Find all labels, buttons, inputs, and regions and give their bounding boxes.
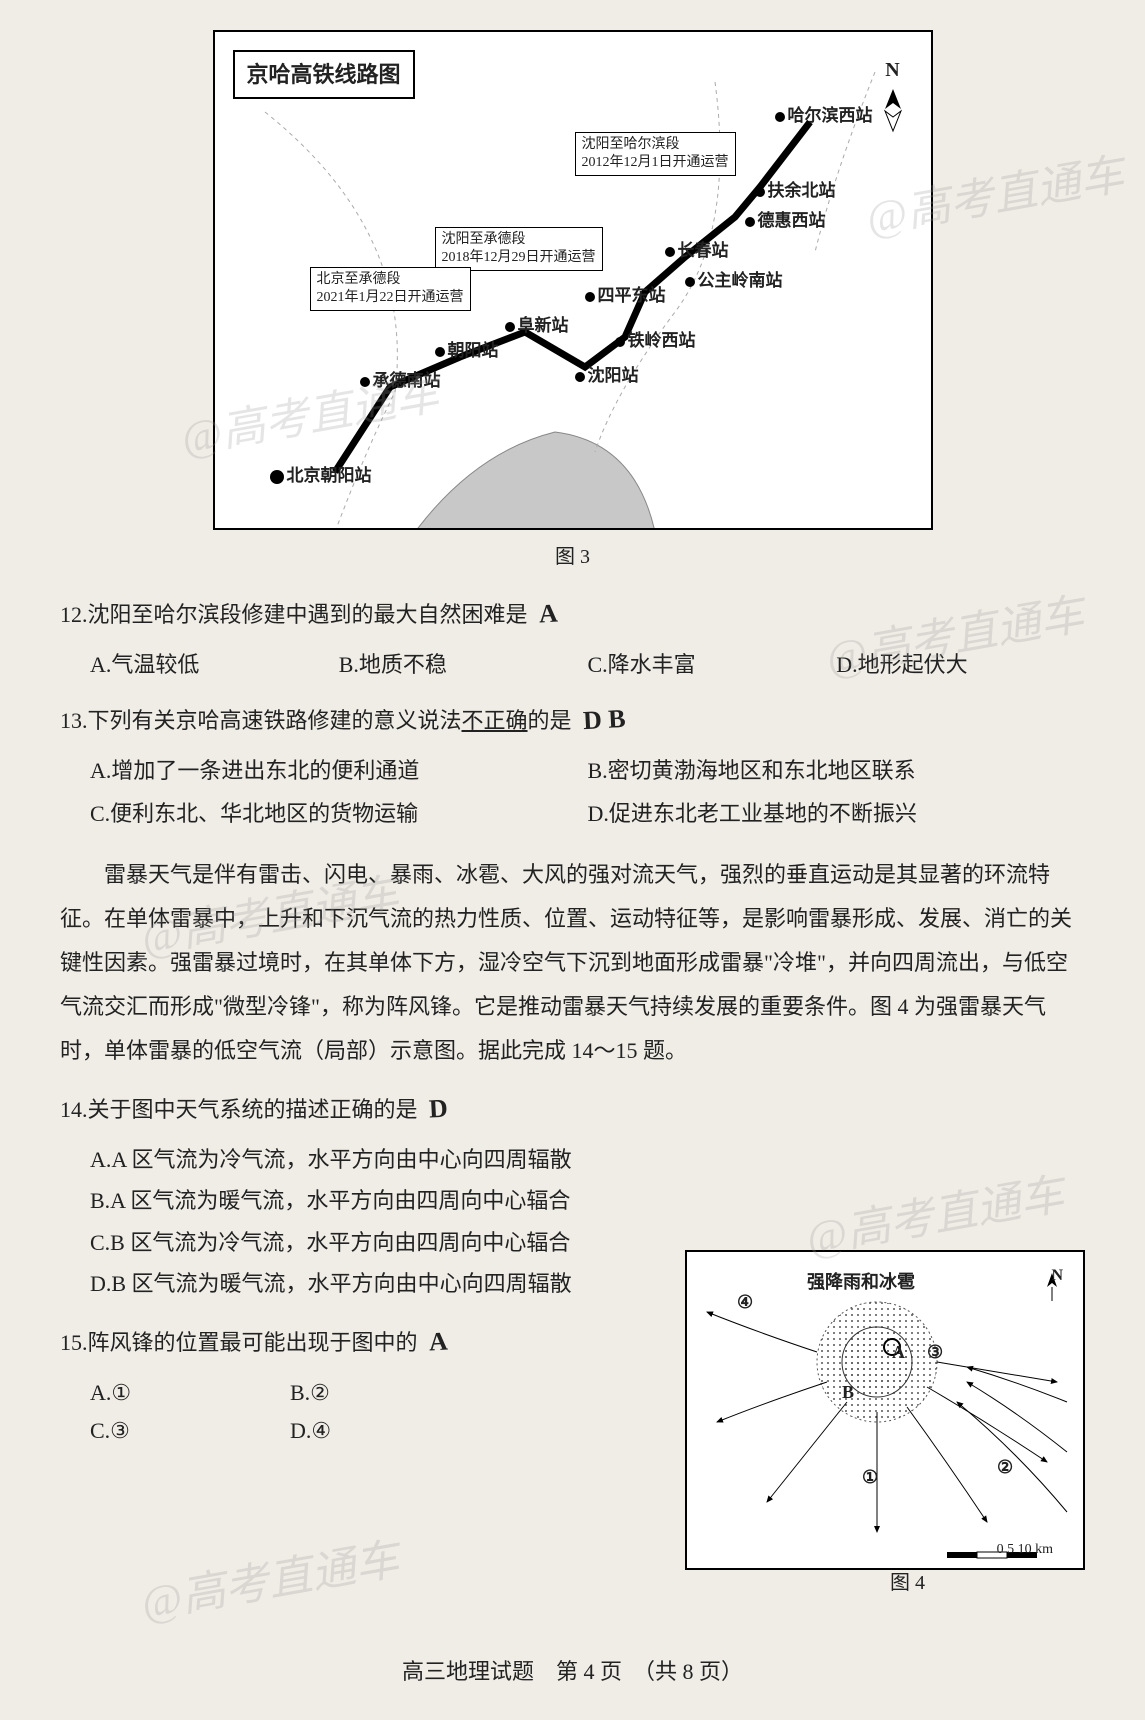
station: 阜新站 — [505, 312, 569, 341]
question-15: 15.阵风锋的位置最可能出现于图中的 A — [60, 1320, 660, 1364]
q14-answer: D — [428, 1086, 449, 1131]
station: 公主岭南站 — [685, 267, 783, 296]
station: 德惠西站 — [745, 207, 826, 236]
page-footer: 高三地理试题 第 4 页 （共 8 页） — [0, 1653, 1145, 1690]
opt-d: D.B 区气流为暖气流，水平方向由中心向四周辐散 — [90, 1265, 660, 1302]
fig3-label: 图 3 — [60, 540, 1085, 574]
opt-d: D.④ — [290, 1412, 490, 1449]
question-12: 12.沈阳至哈尔滨段修建中遇到的最大自然困难是 A — [60, 592, 1085, 636]
opt-b: B.A 区气流为暖气流，水平方向由四周向中心辐合 — [90, 1182, 660, 1219]
station: 哈尔滨西站 — [775, 102, 873, 131]
opt-a: A.气温较低 — [90, 646, 339, 683]
info-l1: 沈阳至承德段 — [442, 231, 596, 249]
label-B: B — [842, 1377, 854, 1408]
q15-text: 15.阵风锋的位置最可能出现于图中的 — [60, 1330, 418, 1355]
q12-text: 12.沈阳至哈尔滨段修建中遇到的最大自然困难是 — [60, 602, 528, 627]
opt-a: A.A 区气流为冷气流，水平方向由中心向四周辐散 — [90, 1141, 660, 1178]
station: 北京朝阳站 — [270, 462, 372, 491]
q12-options: A.气温较低 B.地质不稳 C.降水丰富 D.地形起伏大 — [90, 646, 1085, 683]
q14-options: A.A 区气流为冷气流，水平方向由中心向四周辐散 B.A 区气流为暖气流，水平方… — [90, 1141, 660, 1307]
q12-answer: A — [538, 592, 559, 637]
fig4-compass-n: N — [1051, 1262, 1063, 1289]
station: 长春站 — [665, 237, 729, 266]
info-l2: 2018年12月29日开通运营 — [442, 249, 596, 267]
info-l1: 北京至承德段 — [317, 271, 464, 289]
opt-d: D.地形起伏大 — [836, 646, 1085, 683]
label-A: A — [892, 1337, 905, 1368]
opt-c: C.便利东北、华北地区的货物运输 — [90, 795, 588, 832]
passage-thunderstorm: 雷暴天气是伴有雷击、闪电、暴雨、冰雹、大风的强对流天气，强烈的垂直运动是其显著的… — [60, 853, 1085, 1073]
question-13: 13.下列有关京哈高速铁路修建的意义说法不正确的是 D B — [60, 698, 1085, 742]
q13-pre: 13.下列有关京哈高速铁路修建的意义说法 — [60, 708, 462, 733]
station: 扶余北站 — [755, 177, 836, 206]
info-l1: 沈阳至哈尔滨段 — [582, 136, 729, 154]
map-figure: 京哈高铁线路图 N 沈阳至哈尔滨段 2012年12月1日开通运营 沈阳至承德段 … — [213, 30, 933, 530]
q14-text: 14.关于图中天气系统的描述正确的是 — [60, 1097, 418, 1122]
q15-answer: A — [428, 1320, 449, 1365]
info-box-3: 北京至承德段 2021年1月22日开通运营 — [310, 267, 471, 311]
label-3: ③ — [927, 1337, 943, 1368]
opt-c: C.B 区气流为冷气流，水平方向由四周向中心辐合 — [90, 1224, 660, 1261]
q13-post: 的是 — [528, 708, 572, 733]
info-box-1: 沈阳至哈尔滨段 2012年12月1日开通运营 — [575, 132, 736, 176]
label-4: ④ — [737, 1287, 753, 1318]
opt-a: A.① — [90, 1374, 290, 1411]
q13-options: A.增加了一条进出东北的便利通道 B.密切黄渤海地区和东北地区联系 C.便利东北… — [90, 752, 1085, 839]
label-2: ② — [997, 1452, 1013, 1483]
info-box-2: 沈阳至承德段 2018年12月29日开通运营 — [435, 227, 603, 271]
info-l2: 2021年1月22日开通运营 — [317, 289, 464, 307]
q15-options: A.① B.② C.③ D.④ — [90, 1374, 660, 1449]
q13-u: 不正确 — [462, 708, 528, 733]
opt-c: C.③ — [90, 1412, 290, 1449]
opt-c: C.降水丰富 — [588, 646, 837, 683]
info-l2: 2012年12月1日开通运营 — [582, 154, 729, 172]
opt-b: B.密切黄渤海地区和东北地区联系 — [588, 752, 1086, 789]
q13-answer: D B — [582, 696, 627, 742]
watermark: @高考直通车 — [135, 1523, 405, 1642]
opt-b: B.② — [290, 1374, 490, 1411]
fig4-title: 强降雨和冰雹 — [807, 1267, 915, 1298]
opt-a: A.增加了一条进出东北的便利通道 — [90, 752, 588, 789]
fig4-diagram: 强降雨和冰雹 A B ① ② ③ ④ N 0 5 10 km — [685, 1250, 1085, 1570]
station: 铁岭西站 — [615, 327, 696, 356]
station: 沈阳站 — [575, 362, 639, 391]
station: 四平东站 — [585, 282, 666, 311]
fig4-scale: 0 5 10 km — [997, 1538, 1053, 1562]
opt-d: D.促进东北老工业基地的不断振兴 — [588, 795, 1086, 832]
fig4-label: 图 4 — [890, 1566, 925, 1600]
opt-b: B.地质不稳 — [339, 646, 588, 683]
label-1: ① — [862, 1462, 878, 1493]
question-14: 14.关于图中天气系统的描述正确的是 D — [60, 1087, 660, 1131]
station: 承德南站 — [360, 367, 441, 396]
station: 朝阳站 — [435, 337, 499, 366]
